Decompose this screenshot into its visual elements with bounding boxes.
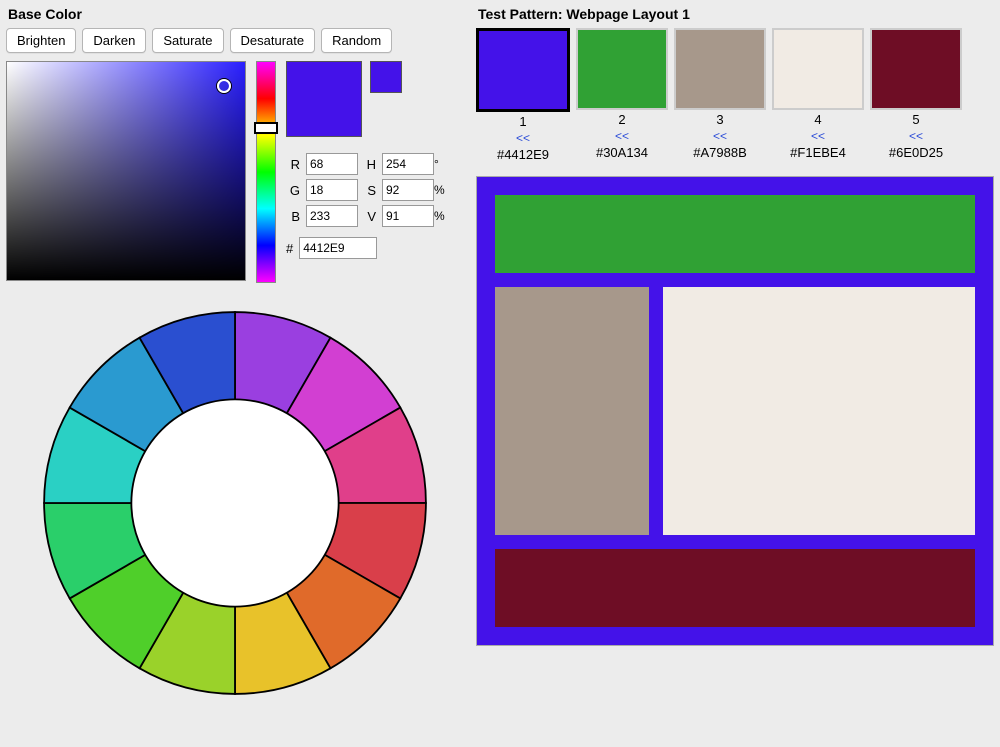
input-h[interactable] (382, 153, 434, 175)
label-g: G (286, 183, 300, 198)
palette-swatch-5: 5 << #6E0D25 (870, 28, 962, 162)
current-color-swatch-small (370, 61, 402, 93)
palette-swatch-box-3[interactable] (674, 28, 766, 110)
palette-swatch-2: 2 << #30A134 (576, 28, 668, 162)
test-pattern-panel: Test Pattern: Webpage Layout 1 1 << #4412E… (470, 0, 1000, 747)
label-r: R (286, 157, 300, 172)
palette-swatch-3: 3 << #A7988B (674, 28, 766, 162)
input-r[interactable] (306, 153, 358, 175)
palette-swatch-hex: #4412E9 (497, 147, 549, 162)
palette-swatch-box-1[interactable] (476, 28, 570, 112)
test-pattern-title: Test Pattern: Webpage Layout 1 (478, 6, 994, 22)
base-color-title: Base Color (8, 6, 464, 22)
preview-mid-row (495, 287, 975, 535)
darken-button[interactable]: Darken (82, 28, 146, 53)
saturation-value-picker[interactable] (6, 61, 246, 281)
palette-swatch-hex: #30A134 (596, 145, 648, 160)
color-wheel[interactable] (35, 303, 435, 703)
hex-row: # (286, 237, 448, 259)
color-readouts: R H ° G S % B V % (286, 153, 448, 227)
color-wheel-container (6, 303, 464, 703)
layout-preview (476, 176, 994, 646)
palette-swatch-box-2[interactable] (576, 28, 668, 110)
palette-swatch-number: 3 (716, 112, 723, 127)
palette-swatch-4: 4 << #F1EBE4 (772, 28, 864, 162)
suffix-pct-v: % (434, 209, 448, 223)
sv-thumb[interactable] (217, 79, 231, 93)
palette-swatch-number: 5 (912, 112, 919, 127)
brighten-button[interactable]: Brighten (6, 28, 76, 53)
label-s: S (358, 183, 376, 198)
input-s[interactable] (382, 179, 434, 201)
palette-swatch-assign-icon[interactable]: << (516, 131, 530, 145)
picker-row: R H ° G S % B V % # (6, 61, 464, 283)
palette-swatch-assign-icon[interactable]: << (713, 129, 727, 143)
input-v[interactable] (382, 205, 434, 227)
current-swatches (286, 61, 448, 137)
palette-swatch-box-4[interactable] (772, 28, 864, 110)
sv-black-gradient (7, 62, 245, 280)
palette-swatch-box-5[interactable] (870, 28, 962, 110)
base-color-panel: Base Color Brighten Darken Saturate Desa… (0, 0, 470, 747)
palette-swatch-assign-icon[interactable]: << (909, 129, 923, 143)
preview-footer (495, 549, 975, 627)
label-b: B (286, 209, 300, 224)
palette-swatch-assign-icon[interactable]: << (615, 129, 629, 143)
adjust-button-row: Brighten Darken Saturate Desaturate Rand… (6, 28, 464, 53)
input-b[interactable] (306, 205, 358, 227)
suffix-pct-s: % (434, 183, 448, 197)
wheel-inner-circle (131, 399, 338, 606)
swatch-and-readouts: R H ° G S % B V % # (286, 61, 448, 283)
palette-swatch-assign-icon[interactable]: << (811, 129, 825, 143)
hue-slider-thumb[interactable] (254, 122, 278, 134)
palette-swatch-number: 4 (814, 112, 821, 127)
current-color-swatch-large (286, 61, 362, 137)
palette-swatch-hex: #F1EBE4 (790, 145, 846, 160)
preview-sidebar (495, 287, 649, 535)
palette-swatch-row: 1 << #4412E9 2 << #30A134 3 << #A7988B 4 << #F1EBE4… (476, 28, 994, 162)
palette-swatch-hex: #A7988B (693, 145, 747, 160)
label-hash: # (286, 241, 293, 256)
palette-swatch-1: 1 << #4412E9 (476, 28, 570, 162)
suffix-deg: ° (434, 157, 448, 171)
input-hex[interactable] (299, 237, 377, 259)
desaturate-button[interactable]: Desaturate (230, 28, 316, 53)
palette-swatch-hex: #6E0D25 (889, 145, 943, 160)
hue-bar[interactable] (256, 61, 276, 283)
preview-header (495, 195, 975, 273)
preview-main (663, 287, 975, 535)
saturate-button[interactable]: Saturate (152, 28, 223, 53)
label-h: H (358, 157, 376, 172)
random-button[interactable]: Random (321, 28, 392, 53)
palette-swatch-number: 2 (618, 112, 625, 127)
input-g[interactable] (306, 179, 358, 201)
label-v: V (358, 209, 376, 224)
palette-swatch-number: 1 (519, 114, 526, 129)
